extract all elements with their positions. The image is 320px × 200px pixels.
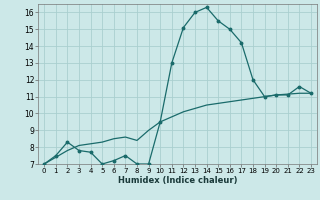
- X-axis label: Humidex (Indice chaleur): Humidex (Indice chaleur): [118, 176, 237, 185]
